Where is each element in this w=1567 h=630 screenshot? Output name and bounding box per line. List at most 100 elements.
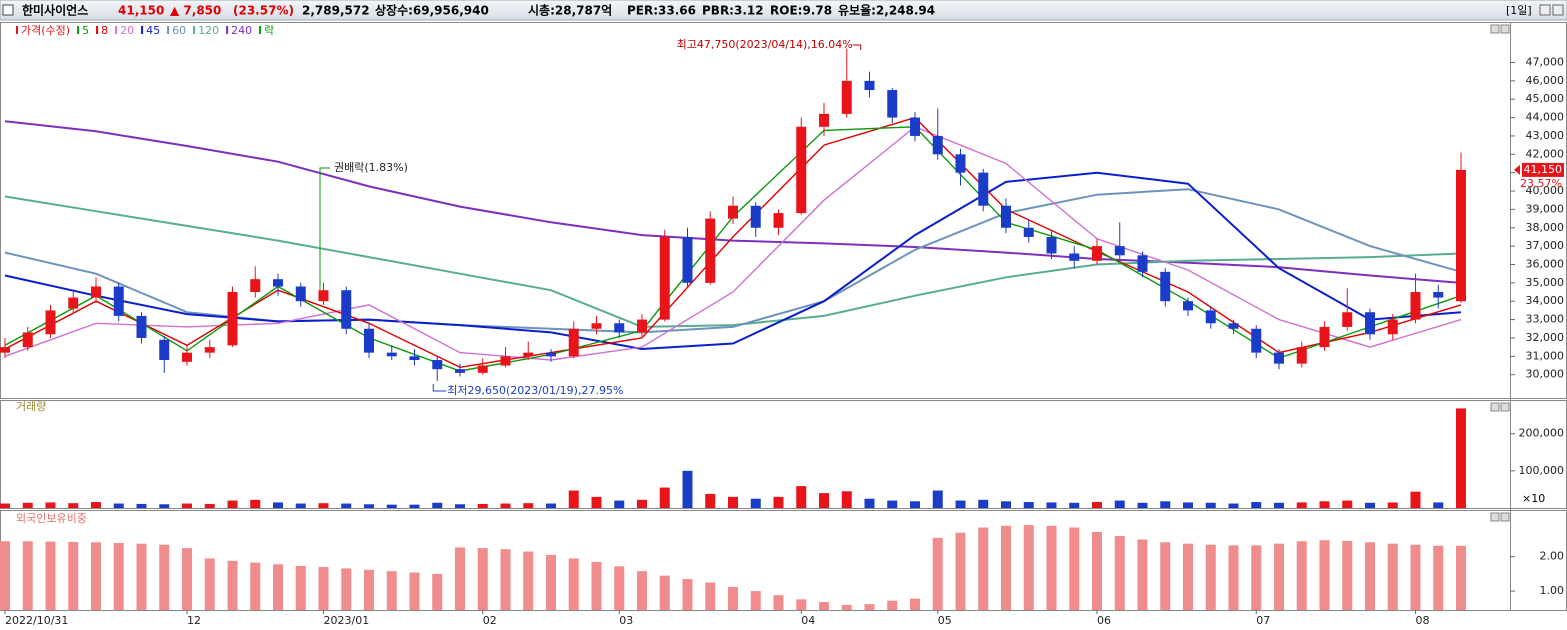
volume-bar: [295, 503, 306, 508]
foreign-bar: [910, 598, 920, 610]
foreign-bar: [45, 541, 56, 610]
volume-bar: [978, 499, 989, 508]
foreign-bar: [1342, 540, 1353, 610]
foreign-bar: [295, 566, 306, 610]
volume-bar: [1319, 501, 1330, 508]
volume-bar: [45, 502, 56, 508]
legend-label: 8: [101, 24, 108, 37]
candle-body: [637, 319, 647, 333]
legend-label: 락: [264, 24, 274, 37]
foreign-bar: [1365, 542, 1375, 610]
foreign-bar: [1001, 525, 1011, 610]
volume-bar: [750, 498, 761, 508]
volume-bar: [22, 502, 33, 508]
candle-body: [1092, 246, 1102, 261]
candle-body: [341, 290, 352, 329]
volume-bar: [273, 502, 283, 508]
candle-body: [773, 213, 784, 228]
candle-body: [546, 352, 556, 357]
x-tick-label: 05: [938, 614, 952, 627]
candle-body: [364, 328, 374, 353]
foreign-bar: [1023, 525, 1034, 610]
legend-swatch: [226, 26, 229, 34]
low-arrow: [432, 384, 447, 392]
y-tick-label: 40,000: [1526, 184, 1565, 197]
volume-bar: [1092, 502, 1102, 508]
foreign-bar: [864, 604, 875, 610]
period[interactable]: [1일]: [1506, 3, 1532, 17]
candle-body: [0, 347, 10, 353]
volume-bar: [68, 503, 79, 508]
volume-bar: [204, 503, 215, 508]
foreign-bar: [1137, 539, 1148, 610]
candle-body: [864, 80, 875, 91]
candle-body: [568, 328, 579, 357]
candle-body: [455, 369, 465, 373]
candle-body: [1160, 271, 1171, 302]
foreign-bar: [955, 532, 966, 610]
foreign-bar: [182, 548, 192, 610]
panel-buttons: [1490, 24, 1510, 522]
btn-restore[interactable]: [1539, 4, 1551, 16]
volume-bar: [1274, 502, 1284, 508]
legend-swatch: [167, 26, 170, 34]
candle-body: [955, 154, 966, 173]
volume-bar: [318, 503, 329, 508]
legend-label: 5: [82, 24, 89, 37]
candle-body: [1205, 310, 1216, 324]
x-tick-label: 12: [187, 614, 201, 627]
volume-bar: [1023, 502, 1034, 508]
foreign-bar: [136, 543, 147, 610]
y-tick-label: 2.00: [1540, 550, 1565, 563]
candle-body: [1137, 255, 1148, 272]
volume-bar: [1342, 500, 1353, 508]
volume-bar: [546, 503, 556, 508]
candle-body: [22, 332, 33, 348]
foreign-bar: [591, 561, 602, 610]
foreign-bar: [705, 582, 716, 610]
volume-bar: [819, 493, 829, 508]
legend-swatch: [96, 26, 99, 34]
checkbox[interactable]: [2, 4, 14, 16]
last-price: 41,150: [1524, 163, 1563, 176]
candle-body: [1114, 246, 1125, 256]
volume-bar: [386, 504, 397, 508]
y-tick-label: 1.00: [1540, 584, 1565, 597]
foreign-bar: [1114, 536, 1125, 610]
reserve: 유보율:2,248.94: [838, 4, 935, 18]
foreign-bar: [500, 549, 511, 610]
y-tick-label: 34,000: [1526, 294, 1565, 307]
change: ▲ 7,850: [170, 4, 221, 18]
legend-label: 60: [172, 24, 186, 37]
foreign-bar: [113, 542, 124, 610]
ex-annotation: 권배락(1.83%): [334, 161, 408, 174]
foreign-bar: [477, 548, 488, 610]
volume-bar: [1410, 491, 1421, 508]
candle-body: [887, 90, 898, 118]
foreign-bar: [1387, 543, 1398, 610]
volume-bar: [409, 504, 420, 508]
candle-body: [978, 172, 989, 206]
volume-bar: [1296, 502, 1307, 508]
y-tick-label: 44,000: [1526, 111, 1565, 124]
foreign-bar: [1433, 545, 1444, 610]
candle-body: [159, 339, 170, 360]
btn-close[interactable]: [1552, 4, 1564, 16]
legend-swatch: [77, 26, 80, 34]
volume-bar: [1433, 502, 1444, 508]
foreign-bar: [546, 555, 556, 610]
candle-body: [432, 359, 443, 370]
legend-label: 가격(수정): [21, 24, 70, 37]
legend-label: 120: [198, 24, 219, 37]
x-tick-label: 02: [483, 614, 497, 627]
foreign-bar: [364, 569, 374, 610]
volume-bar: [1001, 501, 1011, 508]
listed: 상장수:69,956,940: [375, 3, 489, 18]
ma-line: [4, 195, 1462, 328]
y-tick-label: 35,000: [1526, 276, 1565, 289]
legend-label: 45: [146, 24, 160, 37]
foreign-bar: [1274, 543, 1284, 610]
volume-bar: [341, 503, 352, 508]
y-tick-label: 100,000: [1519, 464, 1565, 477]
candle-body: [273, 279, 283, 287]
